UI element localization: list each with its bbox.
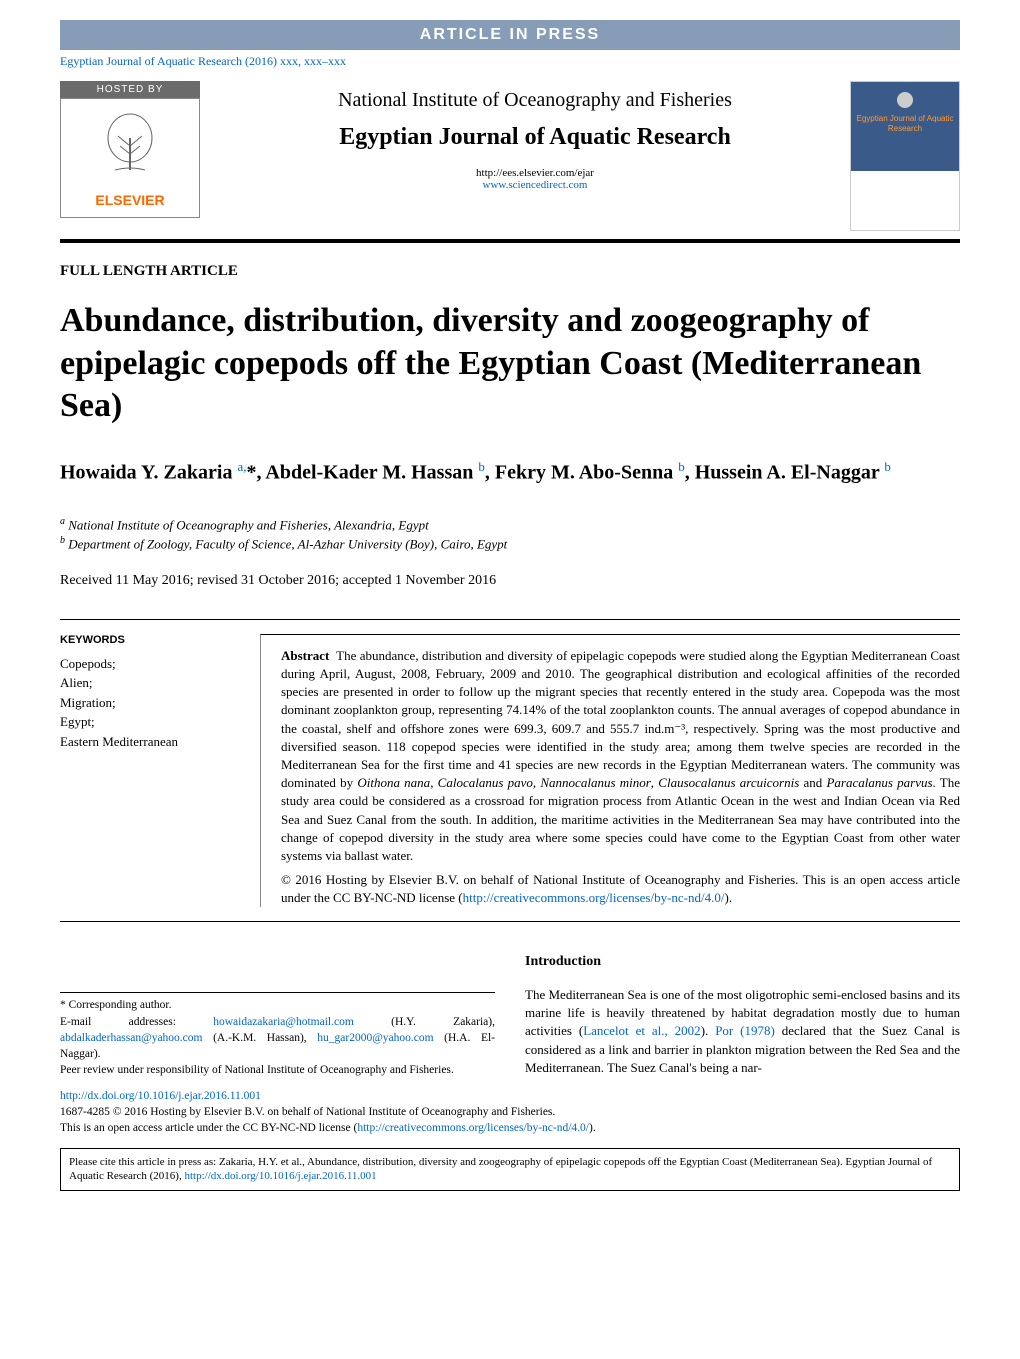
cover-title: Egyptian Journal of Aquatic Research [851, 114, 959, 133]
issn-line: 1687-4285 © 2016 Hosting by Elsevier B.V… [60, 1104, 960, 1120]
keywords-column: KEYWORDS Copepods;Alien;Migration;Egypt;… [60, 634, 260, 908]
email-hassan[interactable]: abdalkaderhassan@yahoo.com [60, 1032, 202, 1044]
keywords-list: Copepods;Alien;Migration;Egypt;Eastern M… [60, 654, 240, 752]
affiliation-a: National Institute of Oceanography and F… [68, 517, 428, 532]
citation-line: Egyptian Journal of Aquatic Research (20… [60, 50, 960, 81]
keywords-abstract-block: KEYWORDS Copepods;Alien;Migration;Egypt;… [60, 619, 960, 923]
journal-info: National Institute of Oceanography and F… [220, 81, 850, 231]
institute-name: National Institute of Oceanography and F… [220, 89, 850, 112]
hosted-by-label: HOSTED BY [60, 81, 200, 98]
cite-doi-link[interactable]: http://dx.doi.org/10.1016/j.ejar.2016.11… [184, 1170, 376, 1182]
body-columns: * Corresponding author. E-mail addresses… [60, 952, 960, 1077]
journal-url-ees: http://ees.elsevier.com/ejar [220, 167, 850, 179]
abstract-copyright: © 2016 Hosting by Elsevier B.V. on behal… [281, 871, 960, 907]
abstract-text: Abstract The abundance, distribution and… [281, 647, 960, 865]
abstract-label: Abstract [281, 648, 329, 663]
right-column: Introduction The Mediterranean Sea is on… [525, 952, 960, 1077]
doi-block: http://dx.doi.org/10.1016/j.ejar.2016.11… [60, 1088, 960, 1136]
journal-name: Egyptian Journal of Aquatic Research [220, 124, 850, 151]
peer-review-note: Peer review under responsibility of Nati… [60, 1062, 495, 1078]
article-in-press-banner: ARTICLE IN PRESS [60, 20, 960, 50]
email-elnaggar[interactable]: hu_gar2000@yahoo.com [317, 1032, 433, 1044]
abstract-body: The abundance, distribution and diversit… [281, 648, 960, 863]
abstract-column: Abstract The abundance, distribution and… [260, 634, 960, 908]
cc-license-link-footer[interactable]: http://creativecommons.org/licenses/by-n… [357, 1122, 589, 1134]
license-suffix: ). [589, 1122, 596, 1134]
article-type: FULL LENGTH ARTICLE [60, 263, 960, 280]
journal-url-sciencedirect[interactable]: www.sciencedirect.com [220, 179, 850, 191]
footnotes: * Corresponding author. E-mail addresses… [60, 992, 495, 1077]
keywords-heading: KEYWORDS [60, 634, 240, 646]
cover-logo-icon [897, 92, 913, 108]
corresponding-author: * Corresponding author. [60, 997, 495, 1013]
introduction-heading: Introduction [525, 952, 960, 972]
email1-name: (H.Y. Zakaria), [354, 1016, 495, 1028]
publisher-logo-box: HOSTED BY ELSEVIER [60, 81, 200, 231]
affiliations: a National Institute of Oceanography and… [60, 516, 960, 553]
citation-box: Please cite this article in press as: Za… [60, 1148, 960, 1191]
email-zakaria[interactable]: howaidazakaria@hotmail.com [213, 1016, 354, 1028]
journal-cover-thumbnail: Egyptian Journal of Aquatic Research [850, 81, 960, 231]
article-dates: Received 11 May 2016; revised 31 October… [60, 573, 960, 589]
left-column: * Corresponding author. E-mail addresses… [60, 952, 495, 1077]
email-addresses: E-mail addresses: howaidazakaria@hotmail… [60, 1014, 495, 1062]
elsevier-logo: ELSEVIER [60, 98, 200, 218]
cc-license-link[interactable]: http://creativecommons.org/licenses/by-n… [463, 890, 725, 905]
copyright-suffix: ). [724, 890, 732, 905]
elsevier-tree-icon [100, 108, 160, 188]
article-title: Abundance, distribution, diversity and z… [60, 300, 960, 428]
email2-name: (A.-K.M. Hassan), [202, 1032, 317, 1044]
elsevier-text: ELSEVIER [95, 192, 164, 208]
affiliation-b: Department of Zoology, Faculty of Scienc… [68, 537, 507, 552]
license-prefix: This is an open access article under the… [60, 1122, 357, 1134]
doi-link[interactable]: http://dx.doi.org/10.1016/j.ejar.2016.11… [60, 1090, 261, 1102]
journal-header: HOSTED BY ELSEVIER National Institute of… [60, 81, 960, 243]
introduction-body: The Mediterranean Sea is one of the most… [525, 986, 960, 1077]
authors: Howaida Y. Zakaria a,*, Abdel-Kader M. H… [60, 458, 960, 487]
emails-prefix: E-mail addresses: [60, 1016, 213, 1028]
